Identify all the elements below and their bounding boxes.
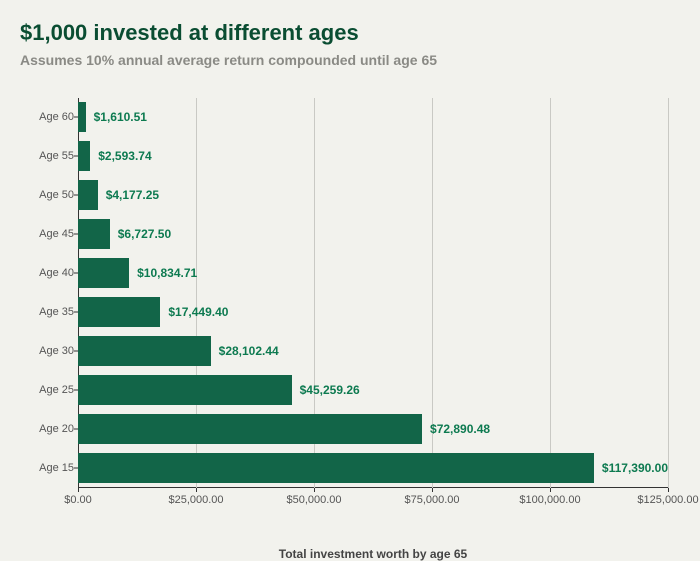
bar-value-label: $4,177.25 [106,188,159,202]
bar [78,258,129,288]
bar [78,336,211,366]
bar [78,219,110,249]
bar-row: $17,449.40 [78,297,668,327]
x-tick-mark [550,488,551,492]
x-tick-label: $0.00 [64,494,92,506]
bar-row: $10,834.71 [78,258,668,288]
x-axis-line [78,487,668,488]
y-tick-label: Age 50 [8,189,74,201]
grid-line [668,98,669,488]
y-tick-mark [74,468,78,469]
y-tick-mark [74,156,78,157]
bar-value-label: $45,259.26 [300,383,360,397]
y-tick-label: Age 20 [8,423,74,435]
y-tick-mark [74,273,78,274]
bar [78,297,160,327]
x-tick-label: $100,000.00 [519,494,580,506]
x-tick-label: $75,000.00 [404,494,459,506]
y-tick-mark [74,195,78,196]
bar-row: $6,727.50 [78,219,668,249]
bar-row: $2,593.74 [78,141,668,171]
plot-area: $0.00$25,000.00$50,000.00$75,000.00$100,… [78,98,668,488]
y-tick-label: Age 60 [8,111,74,123]
y-tick-label: Age 45 [8,228,74,240]
bar-value-label: $117,390.00 [602,461,668,475]
bar [78,141,90,171]
chart-title: $1,000 invested at different ages [20,20,692,46]
bar-value-label: $10,834.71 [137,266,197,280]
x-tick-mark [432,488,433,492]
bar [78,180,98,210]
x-tick-mark [196,488,197,492]
bar-row: $72,890.48 [78,414,668,444]
y-tick-label: Age 15 [8,462,74,474]
y-tick-label: Age 35 [8,306,74,318]
bar-row: $1,610.51 [78,102,668,132]
chart-area: $0.00 $25,000.00 $50,000.00 $75,000.00 $100,… [8,88,688,528]
y-tick-mark [74,390,78,391]
x-tick-mark [78,488,79,492]
bar-row: $28,102.44 [78,336,668,366]
y-tick-label: Age 40 [8,267,74,279]
bar [78,375,292,405]
bar-row: $117,390.00 [78,453,668,483]
y-tick-label: Age 25 [8,384,74,396]
x-tick-mark [314,488,315,492]
bar [78,453,594,483]
bar-value-label: $28,102.44 [219,344,279,358]
bar-value-label: $6,727.50 [118,227,171,241]
bar [78,102,86,132]
y-tick-label: Age 30 [8,345,74,357]
bar [78,414,422,444]
y-tick-mark [74,429,78,430]
x-tick-mark [668,488,669,492]
x-tick-label: $125,000.00 [637,494,698,506]
bar-row: $45,259.26 [78,375,668,405]
bar-value-label: $1,610.51 [94,110,147,124]
y-tick-mark [74,234,78,235]
bar-value-label: $72,890.48 [430,422,490,436]
bar-value-label: $2,593.74 [98,149,151,163]
bar-row: $4,177.25 [78,180,668,210]
x-axis-title: Total investment worth by age 65 [78,547,668,561]
x-tick-label: $50,000.00 [286,494,341,506]
y-tick-mark [74,312,78,313]
chart-subtitle: Assumes 10% annual average return compou… [20,52,692,68]
x-tick-label: $25,000.00 [168,494,223,506]
y-tick-mark [74,351,78,352]
y-tick-mark [74,117,78,118]
y-tick-label: Age 55 [8,150,74,162]
bar-value-label: $17,449.40 [168,305,228,319]
